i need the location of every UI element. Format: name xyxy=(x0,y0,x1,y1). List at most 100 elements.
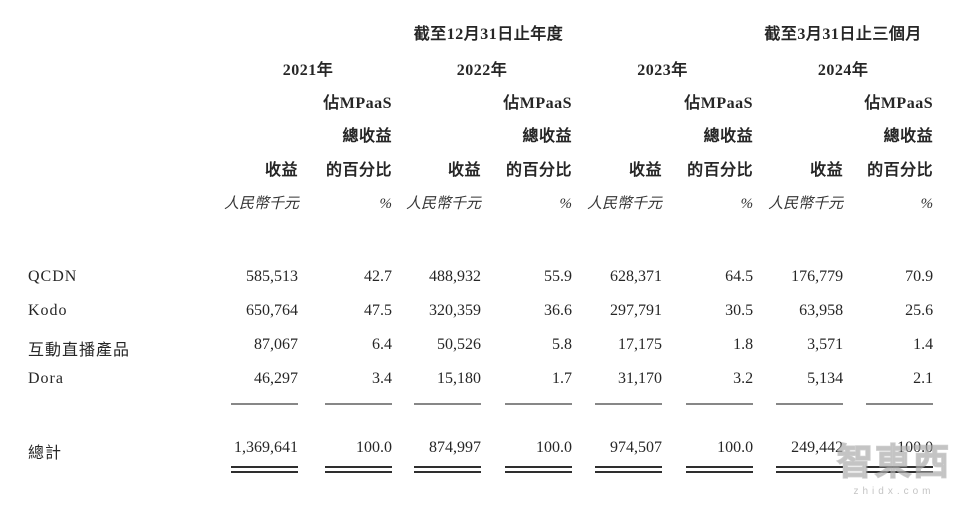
empty-cell xyxy=(392,113,481,146)
empty-cell xyxy=(224,113,298,146)
row-label: QCDN xyxy=(28,268,78,285)
percent-value: 6.4 xyxy=(372,336,392,353)
percent-header-line2-row: 總收益 總收益 總收益 總收益 xyxy=(28,113,933,146)
double-rule xyxy=(224,465,298,481)
percent-value: 1.7 xyxy=(552,370,572,387)
revenue-value: 297,791 xyxy=(610,302,662,319)
period-header-row: 截至12月31日止年度 截至3月31日止三個月 xyxy=(28,14,933,44)
percent-value: 2.1 xyxy=(913,370,934,387)
single-rule xyxy=(843,401,934,415)
empty-cell xyxy=(28,80,224,113)
percent-unit-label: % xyxy=(740,196,754,212)
percent-col-header: 總收益 xyxy=(342,128,392,145)
total-percent-value: 100.0 xyxy=(897,439,934,456)
percent-value: 5.8 xyxy=(552,336,572,353)
empty-cell xyxy=(572,113,662,146)
double-rule xyxy=(662,465,754,481)
single-rule xyxy=(392,401,481,415)
percent-value: 3.4 xyxy=(372,370,392,387)
period-header-quarter: 截至3月31日止三個月 xyxy=(764,26,922,43)
percent-col-header: 佔MPaaS xyxy=(684,95,754,112)
double-rule xyxy=(753,465,844,481)
revenue-value: 46,297 xyxy=(254,370,298,387)
mpaas-revenue-table: 截至12月31日止年度 截至3月31日止三個月 2021年 2022年 2023… xyxy=(28,14,934,481)
table-row-dora: Dora 46,297 3.4 15,180 1.7 31,170 3.2 5,… xyxy=(28,367,933,401)
table-row-live-products: 互動直播產品 87,067 6.4 50,526 5.8 17,175 1.8 … xyxy=(28,333,933,367)
empty-cell xyxy=(28,14,224,44)
unit-row: 人民幣千元 % 人民幣千元 % 人民幣千元 % 人民幣千元 % xyxy=(28,180,933,213)
percent-value: 64.5 xyxy=(725,268,754,285)
empty-cell xyxy=(28,401,224,415)
percent-value: 3.2 xyxy=(733,370,754,387)
percent-unit-label: % xyxy=(920,196,934,212)
total-revenue-value: 874,997 xyxy=(429,439,481,456)
revenue-value: 176,779 xyxy=(791,268,844,285)
empty-cell xyxy=(753,80,843,113)
table-row-kodo: Kodo 650,764 47.5 320,359 36.6 297,791 3… xyxy=(28,299,933,333)
revenue-col-header: 收益 xyxy=(264,162,298,179)
percent-header-line1-row: 佔MPaaS 佔MPaaS 佔MPaaS 佔MPaaS xyxy=(28,80,933,113)
double-rule-row xyxy=(28,465,934,481)
revenue-value: 87,067 xyxy=(254,336,298,353)
total-revenue-value: 249,442 xyxy=(791,439,844,456)
table-row-total: 總計 1,369,641 100.0 874,997 100.0 974,507… xyxy=(28,439,933,465)
period-header-annual: 截至12月31日止年度 xyxy=(413,26,564,43)
total-revenue-value: 974,507 xyxy=(610,439,662,456)
percent-value: 36.6 xyxy=(544,302,572,319)
revenue-unit-label: 人民幣千元 xyxy=(405,196,481,212)
percent-col-header: 的百分比 xyxy=(867,162,934,179)
revenue-value: 320,359 xyxy=(429,302,481,319)
single-rule xyxy=(662,401,754,415)
percent-col-header: 佔MPaaS xyxy=(323,95,392,112)
total-percent-value: 100.0 xyxy=(536,439,572,456)
percent-col-header: 佔MPaaS xyxy=(503,95,572,112)
empty-cell xyxy=(28,180,224,213)
year-header-2023: 2023年 xyxy=(637,62,688,79)
revenue-value: 650,764 xyxy=(246,302,298,319)
empty-cell xyxy=(28,44,224,80)
revenue-unit-label: 人民幣千元 xyxy=(768,196,844,212)
empty-cell xyxy=(28,465,224,481)
revenue-value: 3,571 xyxy=(807,336,844,353)
percent-col-header: 總收益 xyxy=(522,128,572,145)
percent-col-header: 佔MPaaS xyxy=(864,95,934,112)
revenue-col-header: 收益 xyxy=(810,162,844,179)
percent-col-header: 總收益 xyxy=(883,128,934,145)
row-label: Kodo xyxy=(28,302,68,319)
total-percent-value: 100.0 xyxy=(356,439,392,456)
empty-cell xyxy=(224,80,298,113)
double-rule xyxy=(843,465,934,481)
total-row-label: 總計 xyxy=(28,445,63,462)
empty-cell xyxy=(753,113,843,146)
revenue-value: 5,134 xyxy=(807,370,844,387)
double-rule xyxy=(481,465,572,481)
percent-value: 1.8 xyxy=(733,336,754,353)
empty-cell xyxy=(28,113,224,146)
year-header-2024: 2024年 xyxy=(817,62,869,79)
spacer-row xyxy=(28,213,933,265)
revenue-value: 63,958 xyxy=(799,302,844,319)
single-rule xyxy=(224,401,298,415)
empty-cell xyxy=(392,80,481,113)
percent-value: 1.4 xyxy=(913,336,934,353)
revenue-value: 31,170 xyxy=(618,370,662,387)
revenue-value: 488,932 xyxy=(429,268,481,285)
year-header-2022: 2022年 xyxy=(456,62,508,79)
percent-value: 30.5 xyxy=(725,302,754,319)
single-rule xyxy=(572,401,662,415)
revenue-col-header: 收益 xyxy=(628,162,662,179)
empty-cell xyxy=(28,146,224,180)
percent-col-header: 的百分比 xyxy=(325,162,392,179)
single-rule xyxy=(298,401,392,415)
revenue-col-header: 收益 xyxy=(447,162,481,179)
percent-value: 70.9 xyxy=(905,268,934,285)
single-rule xyxy=(481,401,572,415)
double-rule xyxy=(298,465,392,481)
percent-value: 47.5 xyxy=(364,302,392,319)
percent-unit-label: % xyxy=(379,196,393,212)
percent-value: 25.6 xyxy=(905,302,934,319)
year-header-row: 2021年 2022年 2023年 2024年 xyxy=(28,44,933,80)
percent-col-header: 的百分比 xyxy=(505,162,572,179)
double-rule xyxy=(572,465,662,481)
double-rule xyxy=(392,465,481,481)
